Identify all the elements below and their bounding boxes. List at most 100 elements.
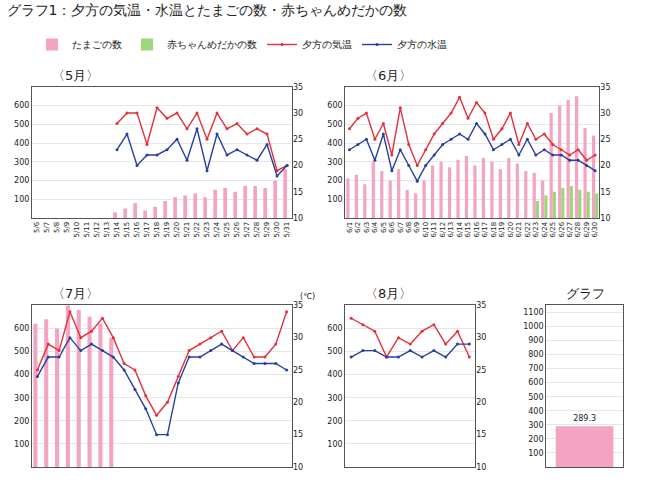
svg-text:6/24: 6/24 bbox=[541, 221, 549, 237]
svg-text:600: 600 bbox=[14, 324, 29, 333]
svg-text:100: 100 bbox=[327, 195, 342, 204]
svg-text:6/30: 6/30 bbox=[591, 222, 599, 238]
svg-text:15: 15 bbox=[600, 187, 610, 196]
svg-text:600: 600 bbox=[528, 378, 543, 387]
svg-text:5/8: 5/8 bbox=[53, 222, 61, 233]
svg-text:5/7: 5/7 bbox=[43, 222, 51, 233]
svg-text:6/6: 6/6 bbox=[388, 221, 396, 233]
svg-text:6/20: 6/20 bbox=[507, 222, 515, 238]
svg-text:300: 300 bbox=[14, 158, 29, 167]
svg-text:10: 10 bbox=[293, 463, 303, 472]
svg-text:たまごの数: たまごの数 bbox=[72, 39, 122, 50]
svg-text:5/25: 5/25 bbox=[223, 222, 231, 238]
svg-text:5/26: 5/26 bbox=[233, 221, 241, 237]
svg-text:25: 25 bbox=[600, 135, 610, 144]
svg-text:400: 400 bbox=[327, 139, 342, 148]
svg-text:5/24: 5/24 bbox=[213, 221, 221, 237]
svg-text:100: 100 bbox=[14, 440, 29, 449]
svg-text:15: 15 bbox=[293, 430, 303, 439]
svg-text:200: 200 bbox=[327, 176, 342, 185]
svg-text:5/23: 5/23 bbox=[203, 222, 211, 238]
svg-text:5/21: 5/21 bbox=[183, 222, 191, 238]
svg-text:400: 400 bbox=[327, 370, 342, 379]
svg-text:5/16: 5/16 bbox=[133, 221, 141, 237]
svg-text:200: 200 bbox=[14, 176, 29, 185]
svg-text:6/19: 6/19 bbox=[498, 222, 506, 238]
svg-text:35: 35 bbox=[293, 83, 303, 92]
svg-text:10: 10 bbox=[600, 214, 610, 223]
svg-text:〈6月〉: 〈6月〉 bbox=[365, 68, 412, 83]
svg-text:6/12: 6/12 bbox=[439, 222, 447, 238]
svg-text:5/20: 5/20 bbox=[173, 222, 181, 238]
svg-text:6/15: 6/15 bbox=[464, 222, 472, 238]
svg-text:10: 10 bbox=[293, 214, 303, 223]
svg-text:10: 10 bbox=[476, 463, 486, 472]
svg-text:300: 300 bbox=[14, 394, 29, 403]
svg-text:6/22: 6/22 bbox=[524, 222, 532, 238]
svg-text:30: 30 bbox=[476, 333, 486, 342]
svg-text:6/21: 6/21 bbox=[515, 222, 523, 238]
svg-text:700: 700 bbox=[528, 364, 543, 373]
svg-text:500: 500 bbox=[528, 393, 543, 402]
svg-text:5/30: 5/30 bbox=[273, 222, 281, 238]
svg-text:500: 500 bbox=[327, 120, 342, 129]
svg-text:20: 20 bbox=[293, 398, 303, 407]
svg-text:6/4: 6/4 bbox=[371, 221, 379, 233]
svg-text:200: 200 bbox=[528, 435, 543, 444]
svg-text:5/11: 5/11 bbox=[83, 222, 91, 238]
svg-text:5/9: 5/9 bbox=[63, 222, 71, 233]
svg-text:25: 25 bbox=[293, 366, 303, 375]
svg-text:5/10: 5/10 bbox=[73, 222, 81, 238]
svg-text:30: 30 bbox=[293, 333, 303, 342]
svg-text:6/8: 6/8 bbox=[405, 222, 413, 233]
svg-text:30: 30 bbox=[293, 109, 303, 118]
svg-text:グラフ: グラフ bbox=[566, 286, 605, 301]
svg-text:5/6: 5/6 bbox=[33, 221, 41, 233]
svg-text:6/26: 6/26 bbox=[558, 221, 566, 237]
svg-text:夕方の気温: 夕方の気温 bbox=[302, 39, 352, 50]
svg-text:6/18: 6/18 bbox=[490, 222, 498, 238]
svg-text:600: 600 bbox=[327, 101, 342, 110]
svg-text:500: 500 bbox=[327, 347, 342, 356]
svg-text:500: 500 bbox=[14, 120, 29, 129]
svg-text:35: 35 bbox=[476, 301, 486, 310]
svg-text:200: 200 bbox=[327, 417, 342, 426]
svg-text:6/3: 6/3 bbox=[363, 222, 371, 233]
svg-text:35: 35 bbox=[600, 83, 610, 92]
svg-text:1100: 1100 bbox=[523, 308, 543, 317]
svg-text:6/25: 6/25 bbox=[549, 222, 557, 238]
svg-text:5/22: 5/22 bbox=[193, 222, 201, 238]
svg-text:5/28: 5/28 bbox=[253, 222, 261, 238]
svg-text:6/9: 6/9 bbox=[414, 222, 422, 233]
svg-text:400: 400 bbox=[528, 407, 543, 416]
svg-text:600: 600 bbox=[327, 324, 342, 333]
svg-text:25: 25 bbox=[476, 366, 486, 375]
svg-text:6/5: 6/5 bbox=[380, 222, 388, 233]
svg-text:6/11: 6/11 bbox=[430, 222, 438, 238]
svg-text:6/1: 6/1 bbox=[346, 222, 354, 233]
svg-text:6/28: 6/28 bbox=[574, 222, 582, 238]
svg-text:5/18: 5/18 bbox=[153, 222, 161, 238]
svg-text:6/10: 6/10 bbox=[422, 222, 430, 238]
svg-text:5/14: 5/14 bbox=[113, 221, 121, 237]
svg-text:25: 25 bbox=[293, 135, 303, 144]
svg-text:6/27: 6/27 bbox=[566, 222, 574, 238]
svg-text:100: 100 bbox=[528, 449, 543, 458]
svg-text:400: 400 bbox=[14, 139, 29, 148]
svg-text:5/17: 5/17 bbox=[143, 222, 151, 238]
svg-text:35: 35 bbox=[293, 301, 303, 310]
svg-text:6/13: 6/13 bbox=[447, 222, 455, 238]
svg-text:900: 900 bbox=[528, 336, 543, 345]
svg-text:200: 200 bbox=[14, 417, 29, 426]
svg-text:15: 15 bbox=[476, 430, 486, 439]
svg-text:6/7: 6/7 bbox=[397, 222, 405, 233]
svg-text:300: 300 bbox=[327, 158, 342, 167]
svg-text:1000: 1000 bbox=[523, 322, 543, 331]
svg-text:5/19: 5/19 bbox=[163, 222, 171, 238]
svg-text:289.3: 289.3 bbox=[573, 414, 596, 423]
svg-text:〈8月〉: 〈8月〉 bbox=[365, 286, 412, 301]
svg-text:5/13: 5/13 bbox=[103, 222, 111, 238]
svg-text:20: 20 bbox=[476, 398, 486, 407]
svg-text:6/16: 6/16 bbox=[473, 221, 481, 237]
svg-text:〈7月〉: 〈7月〉 bbox=[52, 286, 99, 301]
